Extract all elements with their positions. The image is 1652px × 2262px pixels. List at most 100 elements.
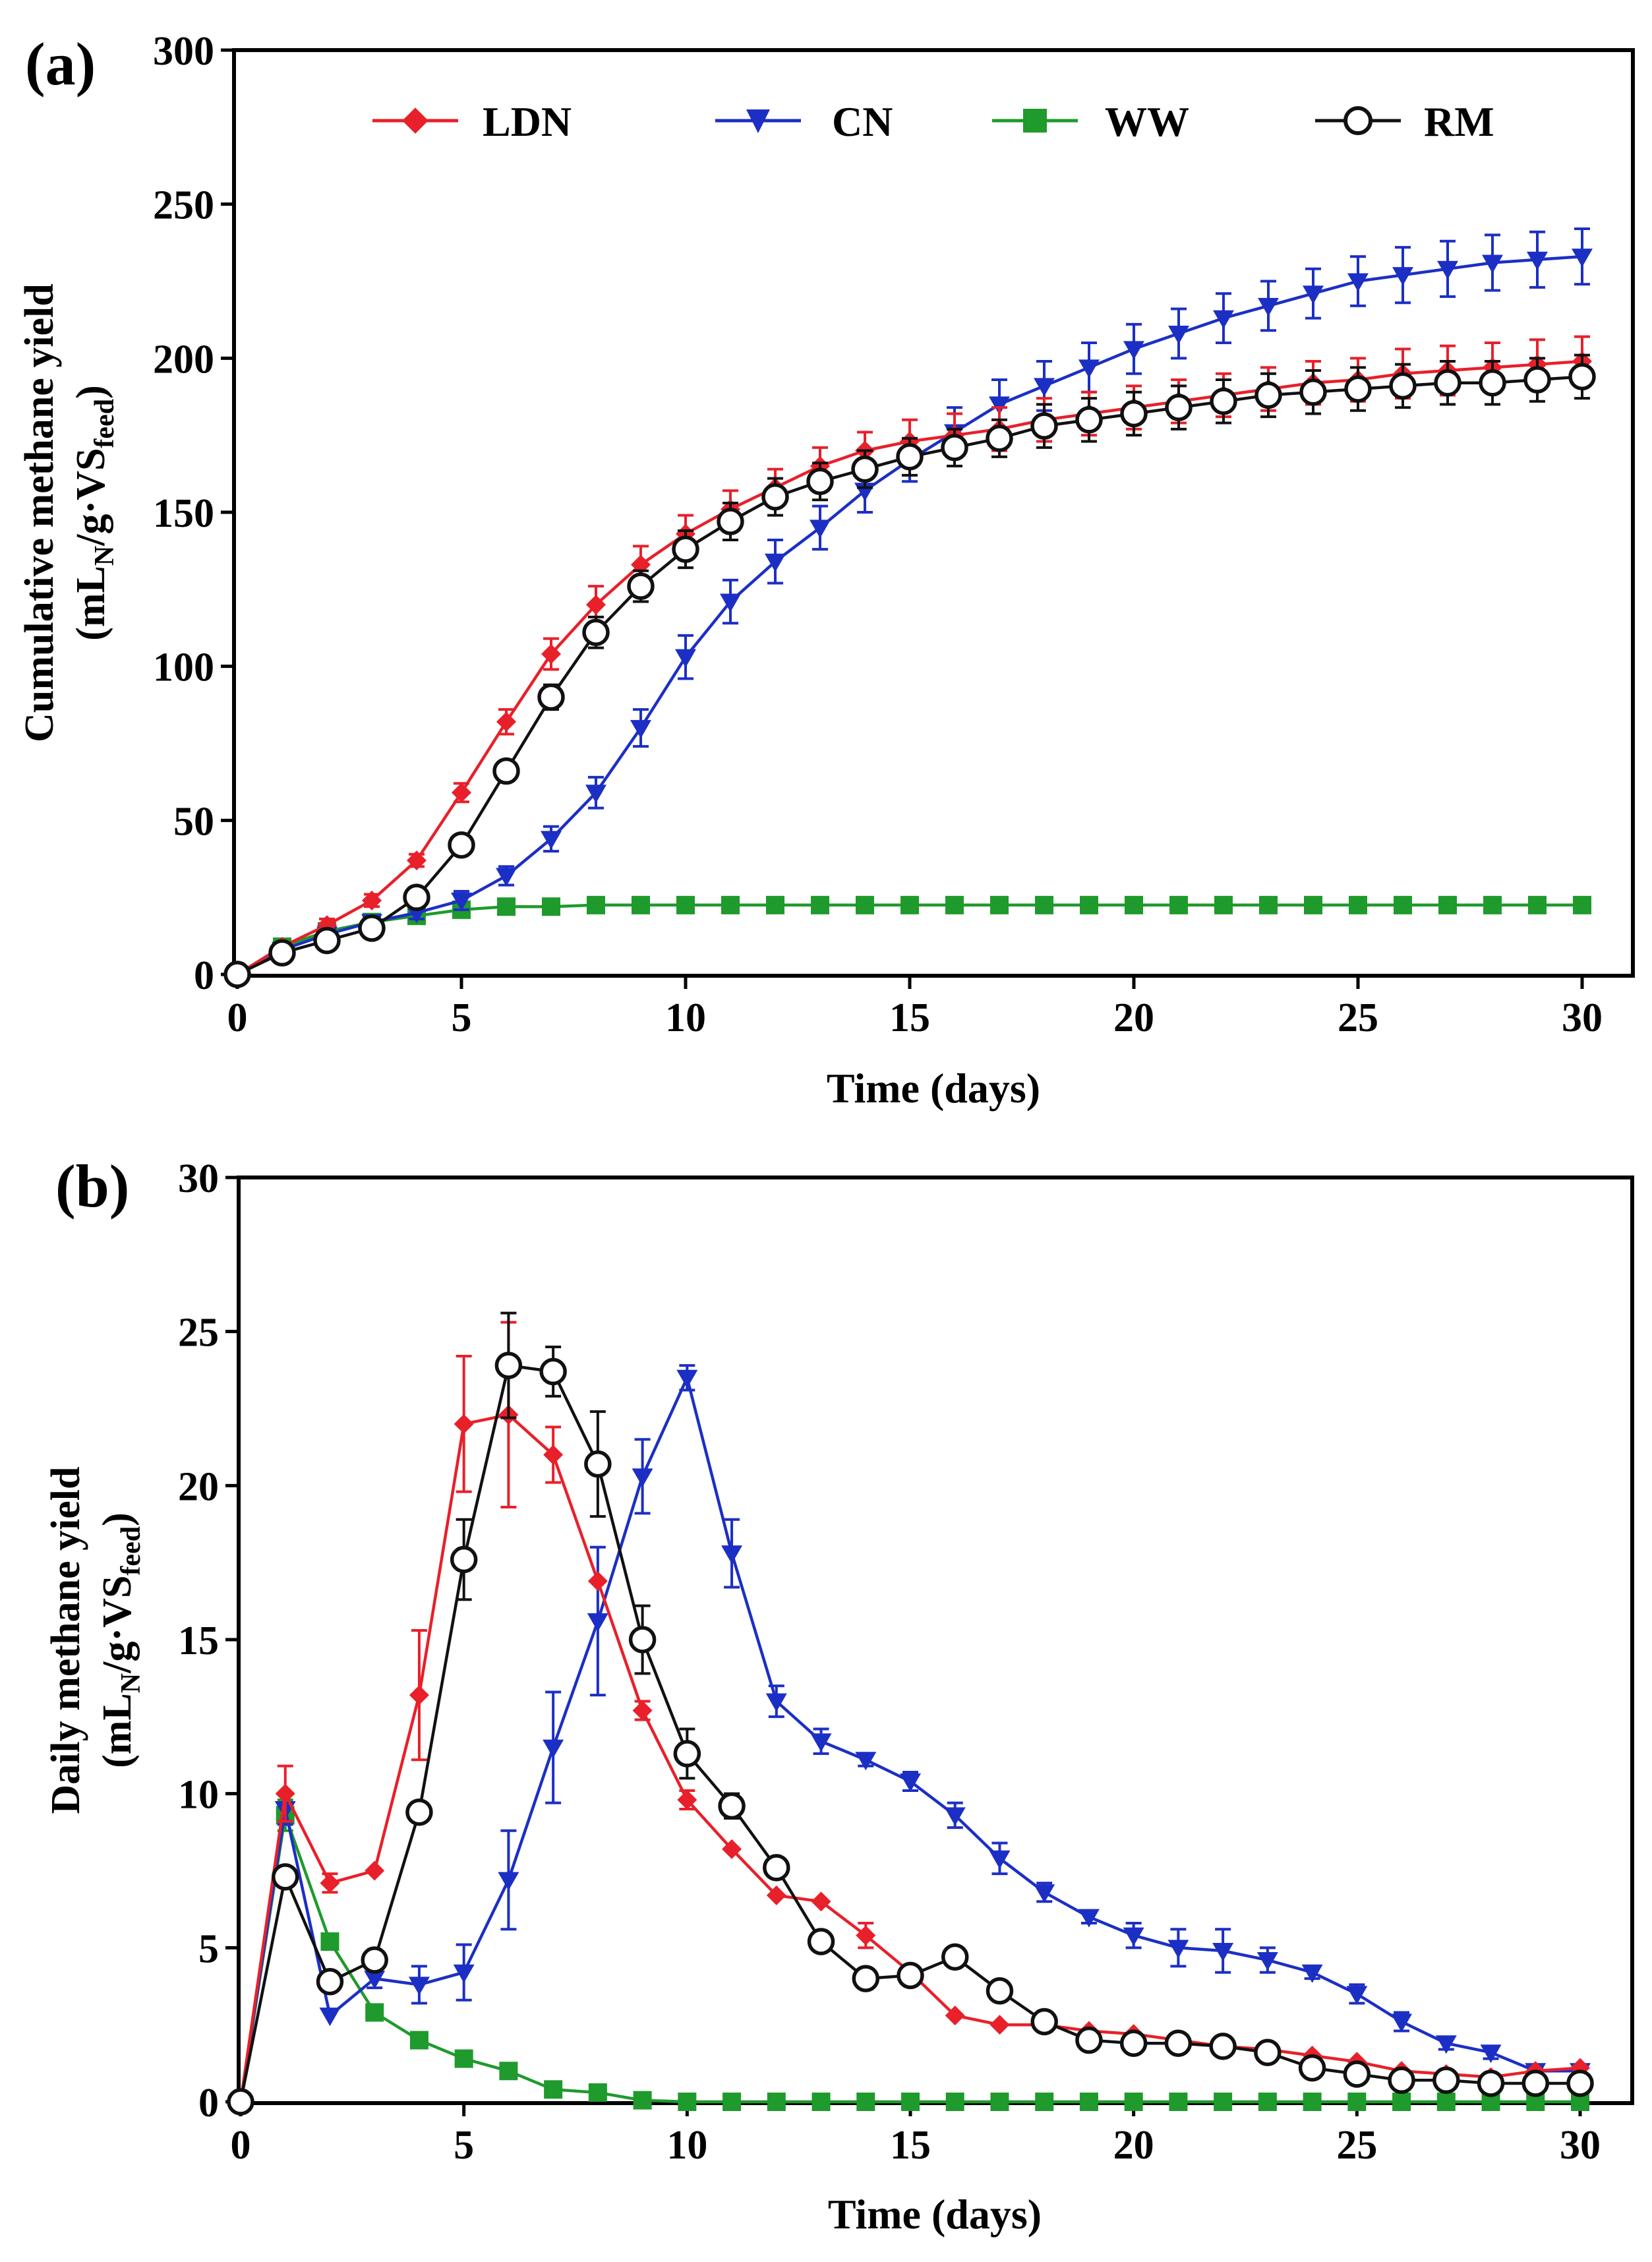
y-axis-label-b: Daily methane yield (mLN/g·VSfeed): [44, 1467, 146, 1814]
series-ww: [231, 1799, 1589, 2111]
data-point-cn: [675, 649, 696, 668]
data-point-cn: [1435, 2035, 1457, 2054]
data-point-rm: [1389, 372, 1417, 400]
data-point-rm: [672, 535, 699, 563]
x-tick-label: 30: [1562, 996, 1603, 1040]
data-point-ldn: [452, 783, 471, 803]
y-axis-ticks-a: 0 50 100 150 200 250 300: [153, 29, 234, 998]
data-point-ldn: [454, 1414, 474, 1434]
data-point-ww: [1035, 2093, 1054, 2111]
data-point-ww: [1079, 2093, 1098, 2111]
data-point-ww: [1528, 895, 1547, 914]
data-point-rm: [1343, 2060, 1371, 2088]
data-point-ldn: [632, 1700, 653, 1721]
data-point-rm: [1075, 2026, 1103, 2054]
series-line-cn: [236, 254, 1583, 976]
data-point-ww: [1169, 895, 1188, 914]
y-tick-label: 20: [178, 1464, 219, 1509]
data-point-cn: [676, 1369, 698, 1388]
data-point-rm: [537, 683, 565, 711]
data-point-ww: [678, 2093, 697, 2111]
data-point-rm: [1120, 400, 1148, 428]
series-line-ldn: [239, 1413, 1581, 2102]
data-point-ww: [497, 897, 516, 916]
y-tick-label: 200: [153, 337, 214, 382]
data-point-rm: [268, 939, 296, 967]
x-tick-label: 0: [227, 996, 248, 1040]
data-point-cn: [1213, 310, 1234, 329]
y-axis-ticks-b: 0 5 10 15 20 25 30: [178, 1156, 239, 2126]
data-point-rm: [223, 961, 251, 988]
data-point-cn: [541, 831, 562, 850]
data-point-cn: [451, 892, 472, 911]
data-point-ww: [811, 895, 829, 914]
data-point-ww: [723, 2093, 742, 2111]
data-point-cn: [855, 1752, 877, 1771]
data-point-ww: [945, 895, 964, 914]
data-point-ww: [320, 1932, 339, 1951]
x-tick-label: 15: [889, 996, 930, 1040]
x-tick-label: 15: [890, 2123, 931, 2168]
y-axis-label-a-line1: Cumulative methane yield: [17, 283, 62, 742]
legend-item-ldn: LDN: [372, 98, 572, 145]
legend-label-ldn: LDN: [483, 98, 572, 145]
x-tick-label: 25: [1338, 996, 1378, 1040]
data-point-cn: [630, 720, 651, 739]
data-point-rm: [673, 1740, 701, 1768]
legend-label-ww: WW: [1105, 98, 1189, 145]
data-point-rm: [1119, 2029, 1148, 2057]
x-tick-label: 5: [452, 996, 472, 1040]
data-point-rm: [761, 483, 789, 511]
data-point-rm: [1477, 2069, 1505, 2097]
data-point-ww: [1125, 895, 1143, 914]
data-point-ldn: [587, 1571, 608, 1592]
data-point-cn: [900, 1773, 921, 1792]
data-point-rm: [582, 618, 610, 647]
data-point-cn: [496, 868, 517, 887]
x-tick-label: 5: [454, 2123, 474, 2168]
data-point-ldn: [409, 1685, 429, 1706]
data-point-rm: [316, 1967, 344, 1996]
data-point-ww: [811, 2093, 831, 2111]
data-point-rm: [896, 443, 924, 471]
data-point-ww: [856, 2093, 875, 2111]
data-point-ww: [588, 2083, 607, 2102]
data-point-ww: [1035, 895, 1053, 914]
data-point-rm: [852, 1965, 880, 1992]
data-point-cn: [1078, 1909, 1100, 1928]
data-point-ldn: [945, 2006, 965, 2026]
data-point-cn: [498, 1872, 519, 1891]
y-tick-label: 30: [178, 1156, 219, 1201]
series-cn: [230, 1364, 1591, 2112]
data-point-ldn: [722, 1839, 742, 1859]
data-point-rm: [763, 1854, 790, 1882]
data-point-cn: [810, 520, 831, 539]
legend-item-cn: CN: [715, 98, 893, 145]
y-axis-label-a: Cumulative methane yield (mLN/g·VSfeed): [17, 283, 120, 742]
data-point-ww: [454, 2049, 473, 2068]
data-point-ww: [1436, 2093, 1456, 2111]
data-point-ww: [409, 2031, 428, 2050]
data-point-ww: [900, 895, 919, 914]
x-tick-label: 0: [231, 2123, 251, 2168]
data-point-rm: [718, 1792, 746, 1820]
data-point-rm: [1299, 378, 1327, 406]
data-point-cn: [1572, 249, 1593, 268]
data-point-rm: [1030, 2008, 1058, 2036]
data-point-cn: [1123, 1927, 1144, 1946]
data-point-cn: [989, 396, 1010, 415]
data-point-cn: [1256, 1952, 1278, 1971]
x-tick-label: 10: [665, 996, 706, 1040]
data-point-cn: [1034, 378, 1055, 397]
panel-a: (a) 0 50 100 150 200 250 300 0 5 10 15 20 25 30 Time…: [17, 29, 1635, 1112]
data-point-rm: [1432, 2066, 1460, 2095]
data-point-rm: [448, 831, 475, 859]
x-tick-label: 25: [1336, 2123, 1377, 2168]
data-point-ldn: [362, 890, 382, 910]
y-tick-label: 25: [178, 1311, 219, 1355]
y-tick-label: 50: [173, 799, 214, 844]
data-point-cn: [1527, 251, 1548, 270]
series-rm: [223, 353, 1596, 988]
data-point-ldn: [989, 2015, 1010, 2035]
